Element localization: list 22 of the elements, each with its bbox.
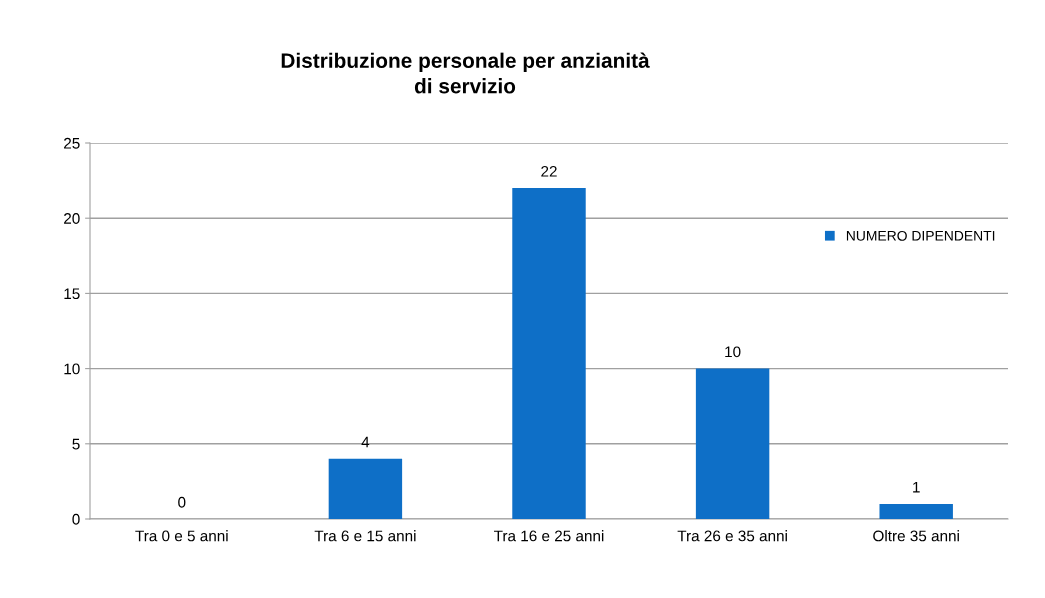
data-label: 10 (725, 346, 741, 358)
y-tick-label: 5 (72, 438, 80, 450)
data-label: 1 (913, 481, 920, 493)
data-label: 22 (541, 165, 557, 177)
x-tick-label: Tra 0 e 5 anni (135, 530, 228, 542)
bar (512, 188, 586, 519)
y-tick-label: 25 (64, 137, 80, 149)
bar (695, 368, 770, 519)
bar (328, 458, 403, 519)
y-tick-label: 15 (64, 288, 80, 300)
data-label: 0 (178, 496, 186, 508)
x-tick-label: Tra 26 e 35 anni (677, 530, 787, 542)
bar (879, 503, 953, 519)
y-tick-label: 10 (64, 363, 80, 375)
data-label: 4 (361, 436, 370, 448)
x-tick-label: Tra 6 e 15 anni (314, 530, 416, 542)
x-tick-label: Oltre 35 anni (873, 530, 959, 542)
chart-title: Distribuzione personale per anzianità di servizio (281, 52, 650, 94)
x-tick-label: Tra 16 e 25 anni (494, 530, 604, 542)
legend-label: NUMERO DIPENDENTI (846, 230, 995, 241)
y-tick-label: 20 (64, 213, 80, 224)
y-tick-label: 0 (72, 513, 80, 525)
